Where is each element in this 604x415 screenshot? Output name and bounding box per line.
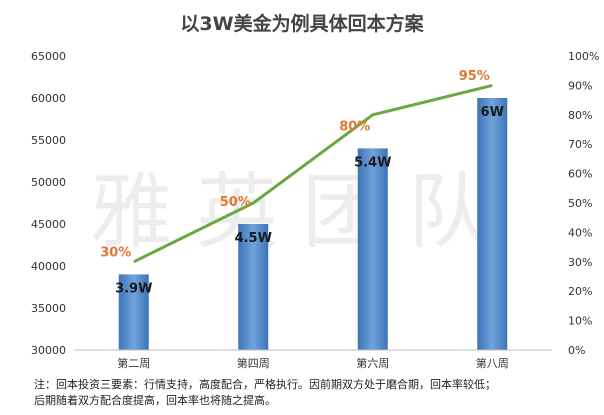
category-label: 第二周 [117,356,150,370]
bar [118,274,149,350]
left-tick-label: 40000 [31,260,66,273]
point-label: 50% [220,195,251,210]
line-path [133,83,493,264]
bar [477,98,508,350]
left-tick-label: 35000 [31,302,66,315]
footnote-line-1: 注：回本投资三要素：行情支持，高度配合，严格执行。因前期双方处于磨合期，回本率较… [34,378,496,391]
right-tick-label: 0% [568,344,585,357]
point-label: 80% [339,119,370,134]
right-axis: 0% 10% 20% 30% 40% 50% 60% 70% 80% 90% 100% [568,50,599,357]
watermark-text: 雅英团队 [90,165,514,260]
bar-value-label: 4.5W [235,231,272,246]
left-tick-label: 50000 [31,176,66,189]
left-axis: 30000 35000 40000 45000 50000 55000 60000 65000 [31,50,66,357]
right-tick-label: 50% [568,197,592,210]
category-label: 第四周 [237,356,270,370]
series-line: 30% 50% 80% 95% [100,69,493,264]
right-tick-label: 20% [568,285,592,298]
right-tick-label: 90% [568,79,592,92]
bar-value-label: 6W [481,105,504,120]
footnote-line-2: 后期随着双方配合度提高，回本率也将随之提高。 [34,394,276,407]
bar [238,224,269,350]
right-tick-label: 80% [568,109,592,122]
bar-value-label: 3.9W [115,281,152,296]
right-tick-label: 70% [568,138,592,151]
category-label: 第八周 [476,356,509,370]
left-tick-label: 55000 [31,134,66,147]
bar [357,148,388,350]
left-tick-label: 60000 [31,92,66,105]
bars: 3.9W 4.5W 5.4W 6W [115,98,508,350]
right-tick-label: 30% [568,256,592,269]
left-tick-label: 65000 [31,50,66,63]
chart-title: 以3W美金为例具体回本方案 [180,12,424,35]
point-label: 30% [100,245,131,260]
category-label: 第六周 [356,356,389,370]
right-tick-label: 100% [568,50,599,63]
left-tick-label: 30000 [31,344,66,357]
right-tick-label: 10% [568,315,592,328]
right-tick-label: 40% [568,226,592,239]
right-tick-label: 60% [568,168,592,181]
left-tick-label: 45000 [31,218,66,231]
bar-value-label: 5.4W [354,155,391,170]
x-axis: 第二周 第四周 第六周 第八周 [74,349,552,370]
point-label: 95% [459,69,490,84]
